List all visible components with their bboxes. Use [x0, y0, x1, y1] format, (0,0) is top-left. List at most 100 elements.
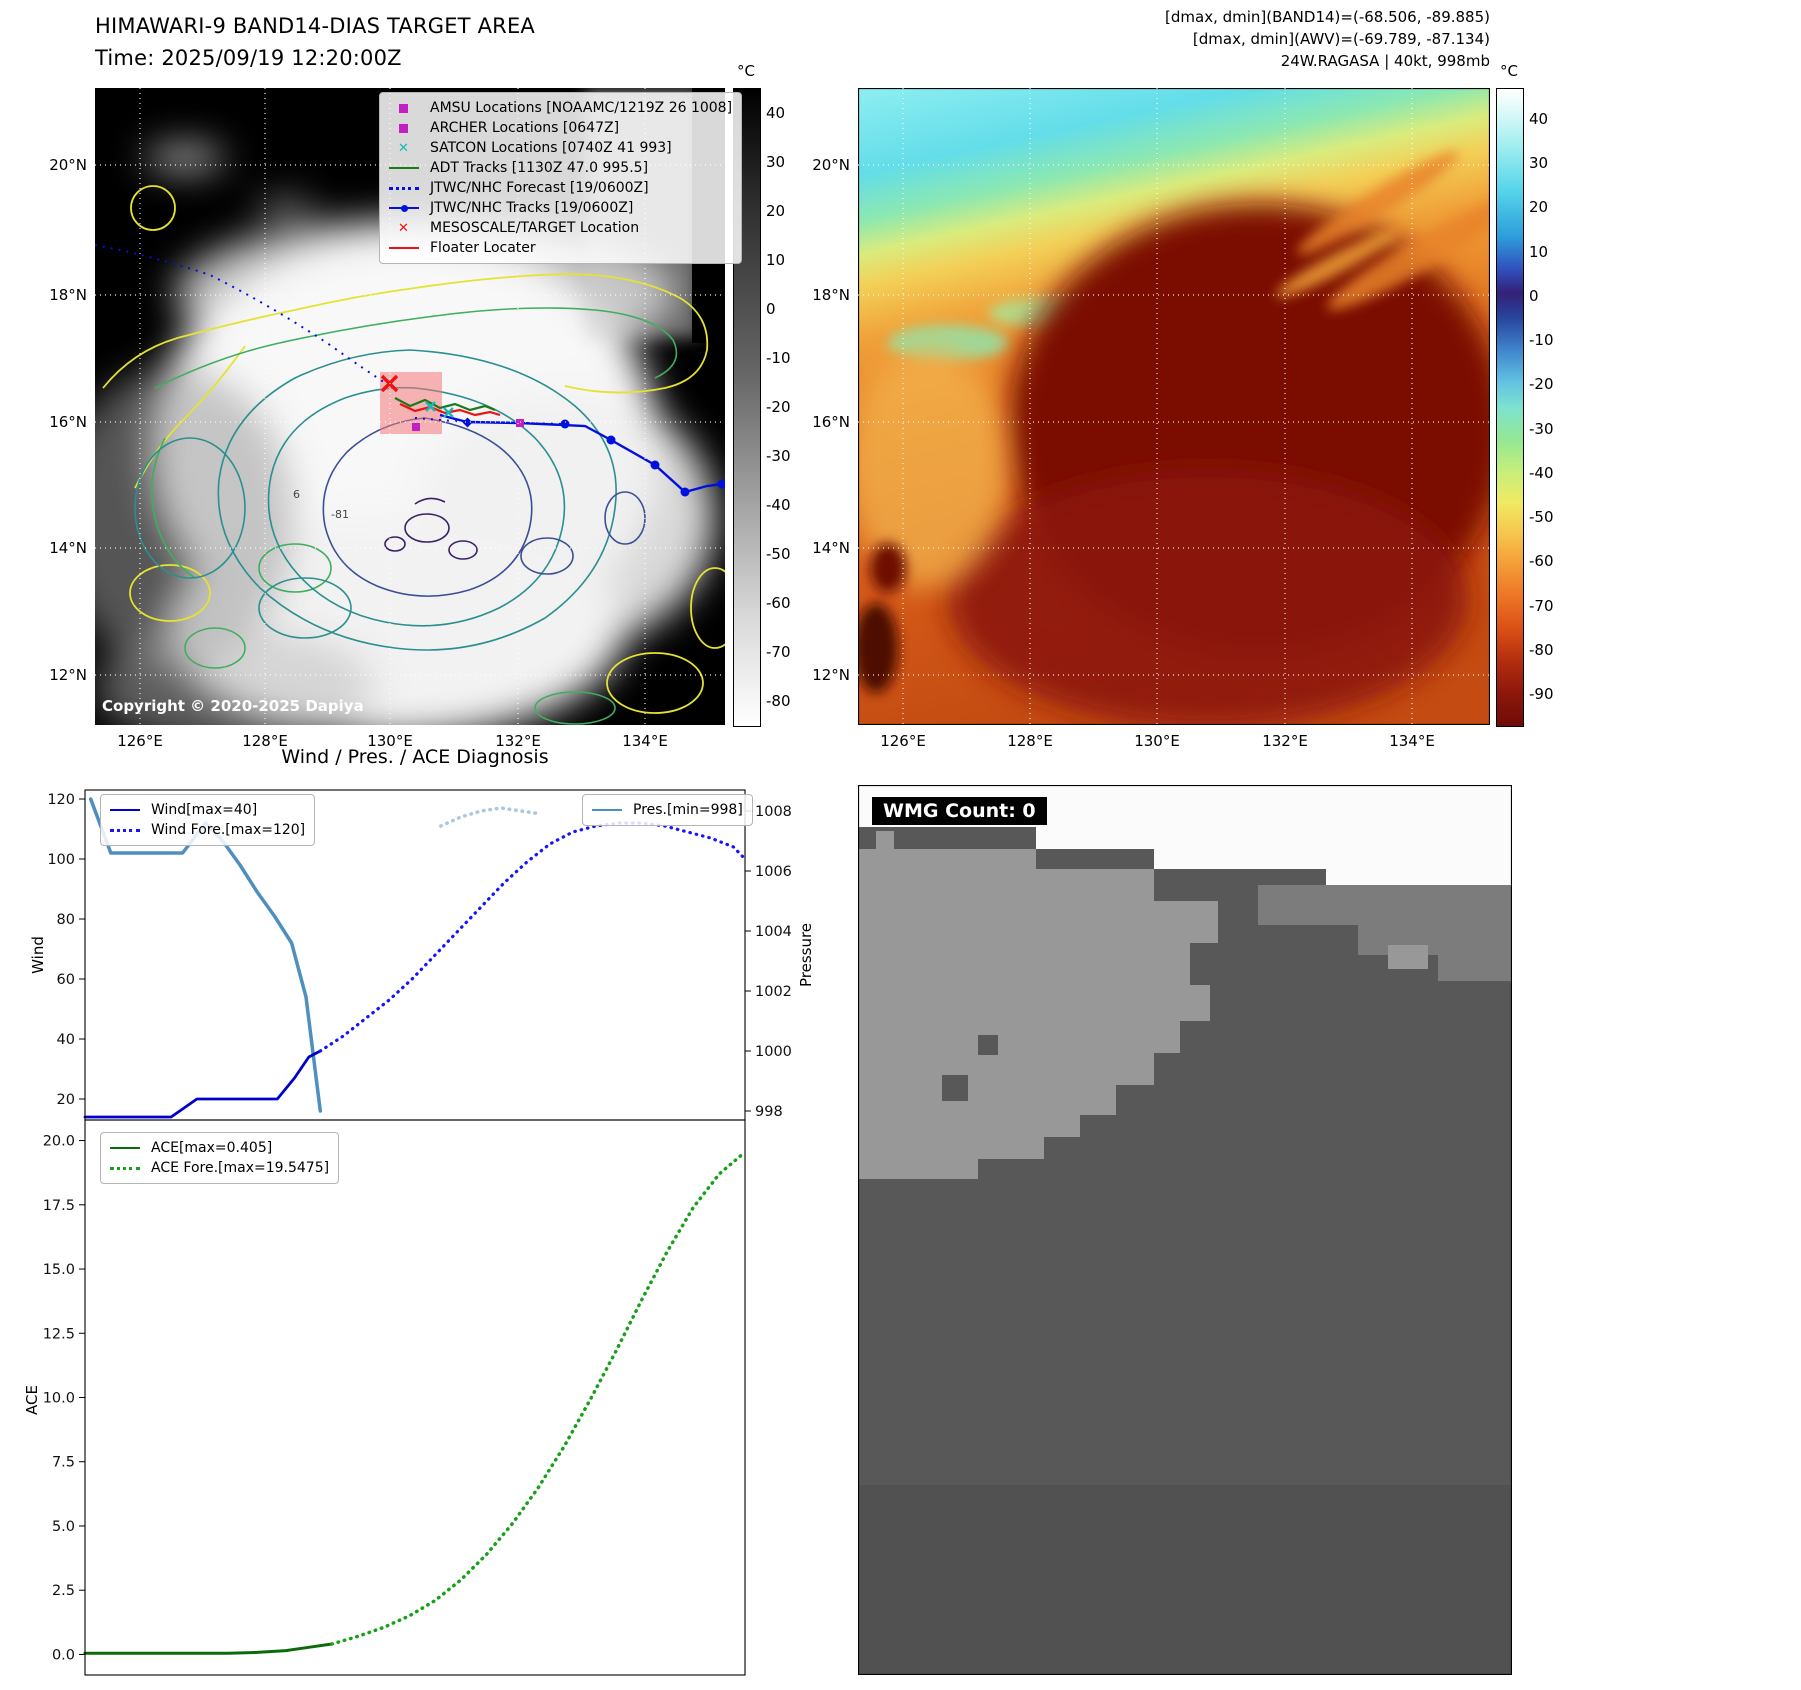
ace-legend-item: ACE[max=0.405] [110, 1138, 329, 1158]
amsu-archer-markers [412, 419, 524, 431]
band14-cb-tick: -20 [766, 397, 791, 416]
b14-legend-label: JTWC/NHC Tracks [19/0600Z] [430, 200, 634, 216]
b14-legend-marker [389, 123, 423, 133]
y-tick-left: 100 [47, 852, 75, 868]
contour-label: -81 [331, 508, 349, 521]
awv-cb-tick: -10 [1529, 331, 1554, 350]
contours-yellow [102, 185, 725, 714]
wmg-region-medium [1258, 885, 1512, 981]
band14-lon-tick: 130°E [367, 732, 413, 750]
awv-cb-tick: 0 [1529, 286, 1539, 305]
awv-lon-tick: 134°E [1389, 732, 1435, 750]
awv-cb-tick: -20 [1529, 375, 1554, 394]
b14-legend-marker: ✕ [398, 220, 409, 236]
b14-legend-label: Floater Locater [430, 240, 536, 256]
band14-cb-tick: 10 [766, 250, 786, 269]
awv-cb-tick: 10 [1529, 242, 1549, 261]
band14-lat-tick: 18°N [49, 286, 87, 304]
band14-map-legend: AMSU Locations [NOAAMC/1219Z 26 1008] ARC… [379, 92, 743, 264]
ace-legend-label: ACE Fore.[max=19.5475] [151, 1160, 330, 1176]
band14-lon-tick: 128°E [242, 732, 288, 750]
y-tick-left: 80 [57, 912, 75, 928]
band14-cb-tick: 20 [766, 201, 786, 220]
y-tick-right: 1004 [755, 924, 792, 940]
awv-cb-tick: 40 [1529, 109, 1549, 128]
band14-cb-tick: -70 [766, 642, 791, 661]
header-stats: [dmax, dmin](BAND14)=(-68.506, -89.885) … [1165, 6, 1490, 72]
y-tick-left: 20 [57, 1092, 75, 1108]
y-tick-left: 17.5 [43, 1198, 75, 1214]
awv-colorbar [1496, 88, 1524, 727]
band14-colorbar [733, 88, 761, 727]
awv-cb-tick: -90 [1529, 685, 1554, 704]
y-tick-left: 2.5 [52, 1583, 75, 1599]
b14-legend-item: ARCHER Locations [0647Z] [389, 118, 732, 138]
awv-cb-tick: 30 [1529, 154, 1549, 173]
y-tick-right: 1008 [755, 804, 792, 820]
wind-legend-label: Wind[max=40] [151, 802, 258, 818]
band14-lat-tick: 14°N [49, 539, 87, 557]
y-tick-right: 998 [755, 1104, 783, 1120]
y-tick-left: 120 [47, 792, 75, 808]
band14-cb-tick: 30 [766, 152, 786, 171]
b14-legend-item: ADT Tracks [1130Z 47.0 995.5] [389, 158, 732, 178]
awv-cb-tick: -80 [1529, 640, 1554, 659]
band14-colorbar-unit: °C [737, 62, 755, 80]
dmax-dmin-awv: [dmax, dmin](AWV)=(-69.789, -87.134) [1192, 30, 1490, 48]
band14-cb-tick: -10 [766, 348, 791, 367]
timestamp: Time: 2025/09/19 12:20:00Z [95, 46, 402, 70]
pres-legend-item: Pres.[min=998] [592, 800, 743, 820]
plot-frame [84, 1119, 746, 1676]
wind-legend-marker [110, 809, 144, 811]
wind-legend-label: Wind Fore.[max=120] [151, 822, 306, 838]
band14-lon-tick: 132°E [495, 732, 541, 750]
wmg-map [858, 785, 1512, 1675]
ace-legend-marker [110, 1147, 144, 1149]
contour-label: 6 [293, 488, 300, 501]
wind-legend-marker [110, 828, 144, 832]
wind-forecast-series [318, 821, 747, 1053]
wind-axis-label: Wind [29, 936, 47, 974]
pressure-legend: Pres.[min=998] [582, 794, 753, 826]
pres-legend-marker [592, 809, 626, 811]
awv-cb-tick: 20 [1529, 198, 1549, 217]
copyright-text: Copyright © 2020-2025 Dapiya [102, 697, 364, 715]
wind-legend-item: Wind Fore.[max=120] [110, 820, 305, 840]
cold-cloud-south [948, 468, 1468, 725]
page-title: HIMAWARI-9 BAND14-DIAS TARGET AREA [95, 14, 535, 38]
pres-legend-label: Pres.[min=998] [633, 802, 743, 818]
b14-legend-marker [389, 204, 423, 212]
y-tick-left: 0.0 [52, 1647, 75, 1663]
b14-legend-label: ARCHER Locations [0647Z] [430, 120, 620, 136]
b14-legend-label: ADT Tracks [1130Z 47.0 995.5] [430, 160, 649, 176]
band14-cb-tick: -80 [766, 691, 791, 710]
awv-lat-tick: 14°N [812, 539, 850, 557]
ace-legend-label: ACE[max=0.405] [151, 1140, 273, 1156]
y-tick-left: 15.0 [43, 1262, 75, 1278]
dmax-dmin-band14: [dmax, dmin](BAND14)=(-68.506, -89.885) [1165, 8, 1490, 26]
y-tick-left: 20.0 [43, 1134, 75, 1150]
awv-lon-tick: 132°E [1262, 732, 1308, 750]
band14-cb-tick: -60 [766, 593, 791, 612]
awv-lat-tick: 16°N [812, 413, 850, 431]
awv-cb-tick: -60 [1529, 552, 1554, 571]
cloud-field [95, 144, 715, 725]
b14-legend-marker [389, 247, 423, 249]
ace-axis-label: ACE [23, 1385, 41, 1415]
ace-chart: 0.0 2.5 5.0 7.5 10.0 12.5 15.0 17.5 20.0 [43, 1119, 747, 1676]
awv-lat-tick: 20°N [812, 156, 850, 174]
b14-legend-marker [389, 103, 423, 113]
band14-cb-tick: -50 [766, 544, 791, 563]
diagnosis-title: Wind / Pres. / ACE Diagnosis [281, 746, 549, 768]
latlon-grid [95, 88, 725, 725]
band14-cb-tick: 40 [766, 103, 786, 122]
satcon-markers [425, 401, 454, 418]
floater-track [399, 403, 501, 417]
awv-lat-tick: 12°N [812, 666, 850, 684]
b14-legend-item: AMSU Locations [NOAAMC/1219Z 26 1008] [389, 98, 732, 118]
wmg-count-badge: WMG Count: 0 [872, 797, 1047, 825]
awv-cb-tick: -30 [1529, 419, 1554, 438]
ace-legend: ACE[max=0.405] ACE Fore.[max=19.5475] [100, 1132, 340, 1184]
band14-lon-tick: 134°E [622, 732, 668, 750]
